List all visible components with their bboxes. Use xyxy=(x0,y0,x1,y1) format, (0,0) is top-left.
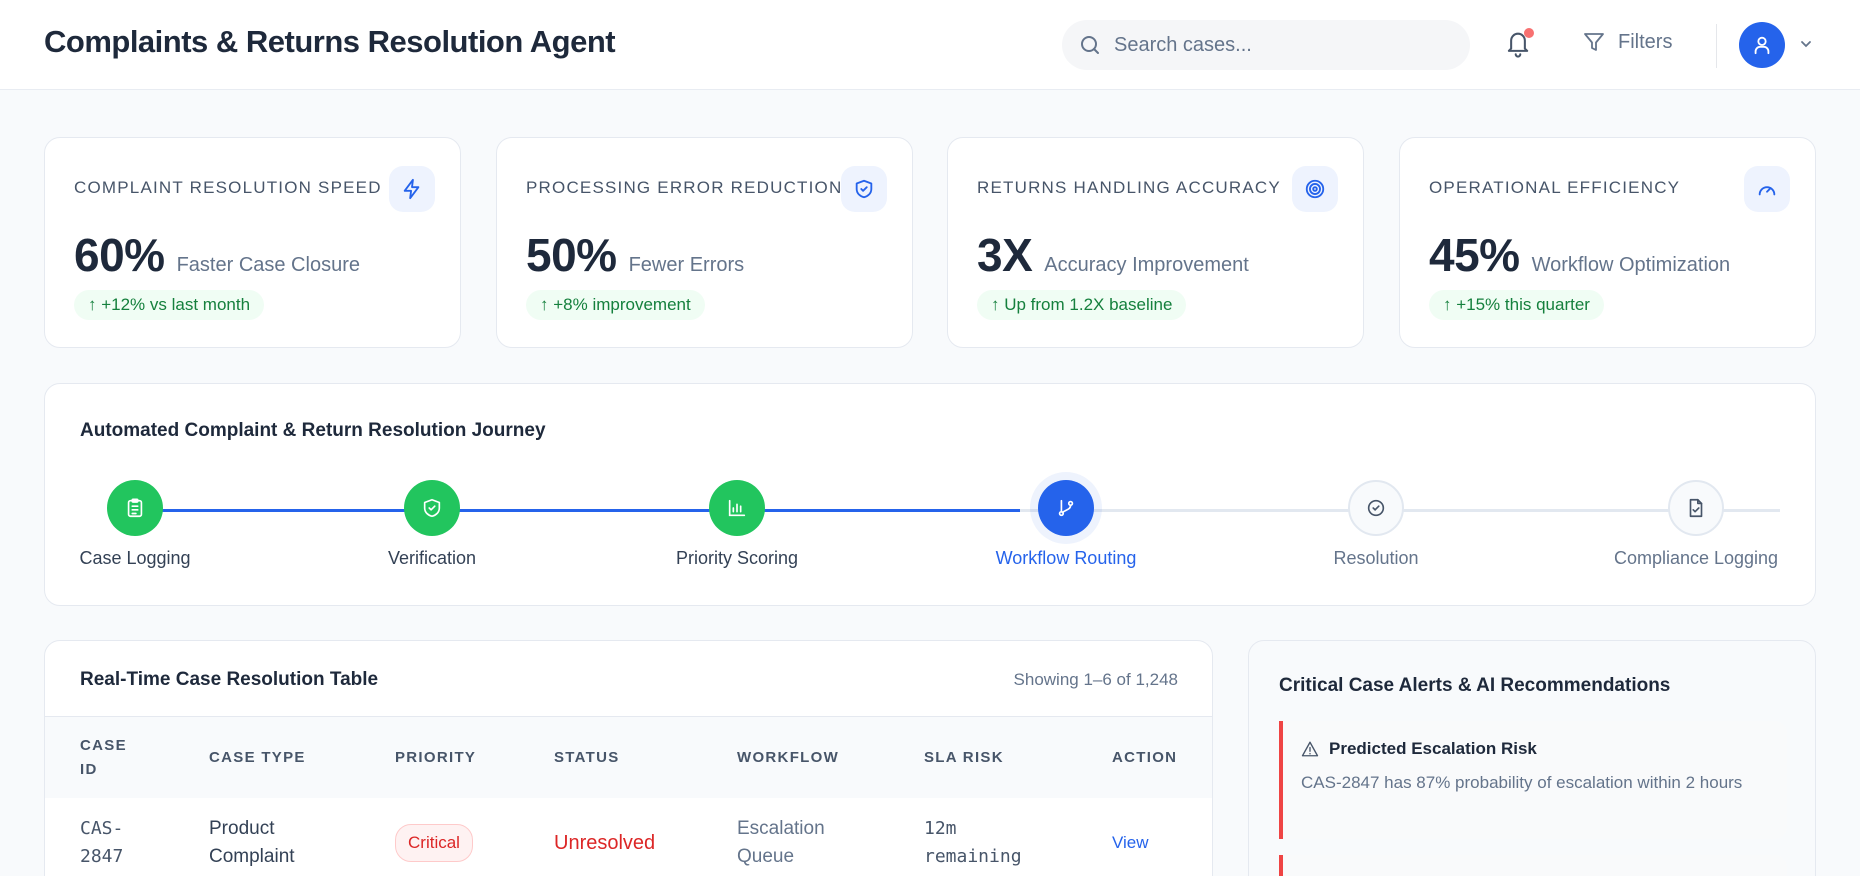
step-label: Case Logging xyxy=(79,548,191,568)
step-case-logging[interactable] xyxy=(107,480,163,536)
user-icon xyxy=(1754,36,1770,55)
cell-case-id: CAS-2847 xyxy=(80,818,124,867)
notification-dot xyxy=(1524,28,1534,38)
alert-body: CAS-2847 has 87% probability of escalati… xyxy=(1301,773,1743,792)
column-header-priority[interactable]: PRIORITY xyxy=(395,749,477,766)
step-compliance-logging[interactable] xyxy=(1668,480,1724,536)
step-workflow-routing[interactable] xyxy=(1038,480,1094,536)
step-label: Resolution xyxy=(1333,548,1419,568)
kpi-subtitle: Accuracy Improvement xyxy=(1044,254,1249,276)
kpi-label: Returns Handling Accuracy xyxy=(977,178,1281,197)
kpi-icon-container xyxy=(1744,166,1790,212)
cell-workflow: Escalation Queue xyxy=(737,818,825,867)
kpi-value: 45% xyxy=(1429,229,1520,281)
kpi-subtitle: Fewer Errors xyxy=(628,254,745,276)
kpi-icon-container xyxy=(389,166,435,212)
filters-button[interactable]: Filters xyxy=(1582,30,1672,54)
kpi-icon-container xyxy=(1292,166,1338,212)
view-case-link[interactable]: View xyxy=(1112,833,1149,852)
kpi-value: 3X xyxy=(977,229,1033,281)
shield-check-icon xyxy=(855,179,873,199)
target-icon xyxy=(1305,179,1325,199)
lightning-icon xyxy=(403,178,420,200)
chevron-down-icon[interactable] xyxy=(1798,36,1814,52)
cell-case-type: Product Complaint xyxy=(209,818,295,867)
column-header-action[interactable]: ACTION xyxy=(1112,749,1178,766)
step-priority-scoring[interactable] xyxy=(709,480,765,536)
kpi-label: Complaint Resolution Speed xyxy=(74,178,382,197)
kpi-value: 60% xyxy=(74,229,165,281)
kpi-trend-badge: ↑ +15% this quarter xyxy=(1429,290,1604,320)
bell-icon[interactable] xyxy=(1504,28,1532,60)
kpi-trend-badge: ↑ +12% vs last month xyxy=(74,290,265,320)
header-divider xyxy=(1716,24,1717,68)
check-circle-icon xyxy=(1367,499,1385,517)
priority-badge: Critical xyxy=(395,824,473,862)
alerts-title: Critical Case Alerts & AI Recommendation… xyxy=(1279,675,1671,696)
column-header-workflow[interactable]: WORKFLOW xyxy=(737,749,840,766)
step-label: Compliance Logging xyxy=(1613,548,1779,568)
warning-triangle-icon xyxy=(1301,741,1319,757)
search-box[interactable] xyxy=(1062,20,1470,70)
git-branch-icon xyxy=(1058,499,1074,517)
search-icon xyxy=(1081,36,1099,54)
alert-item[interactable] xyxy=(1279,855,1787,876)
alert-item[interactable]: Predicted Escalation Risk CAS-2847 has 8… xyxy=(1279,721,1787,839)
column-header-sla-risk[interactable]: SLA RISK xyxy=(924,749,1004,766)
step-verification[interactable] xyxy=(404,480,460,536)
table-header: CASE ID CASE TYPE PRIORITY STATUS WORKFL… xyxy=(45,716,1212,798)
cell-priority: Critical xyxy=(395,798,473,876)
kpi-label: Operational Efficiency xyxy=(1429,178,1681,197)
resolution-journey-panel: Automated Complaint & Return Resolution … xyxy=(44,383,1816,606)
kpi-subtitle: Faster Case Closure xyxy=(176,254,360,276)
alert-title: Predicted Escalation Risk xyxy=(1329,739,1537,758)
column-header-case-id[interactable]: CASE ID xyxy=(80,737,127,778)
bar-chart-icon xyxy=(728,499,746,517)
app-title: Complaints & Returns Resolution Agent xyxy=(44,24,616,59)
step-label: Priority Scoring xyxy=(675,548,799,568)
cell-sla-risk: 12m remaining xyxy=(924,818,1022,867)
case-resolution-table: Real-Time Case Resolution Table Showing … xyxy=(44,640,1213,876)
kpi-card-error-reduction: Processing Error Reduction 50% Fewer Err… xyxy=(496,137,913,348)
column-header-case-type[interactable]: CASE TYPE xyxy=(209,749,306,766)
critical-alerts-panel: Critical Case Alerts & AI Recommendation… xyxy=(1248,640,1816,876)
kpi-icon-container xyxy=(841,166,887,212)
table-row[interactable]: CAS-2847 Product Complaint Critical Unre… xyxy=(45,798,1212,876)
status-text: Unresolved xyxy=(554,832,656,854)
progress-track-complete xyxy=(135,509,1020,512)
search-input[interactable] xyxy=(1114,33,1444,57)
cell-status: Unresolved xyxy=(554,798,655,876)
kpi-card-resolution-speed: Complaint Resolution Speed 60% Faster Ca… xyxy=(44,137,461,348)
journey-title: Automated Complaint & Return Resolution … xyxy=(80,420,546,441)
kpi-trend-badge: ↑ +8% improvement xyxy=(526,290,705,320)
kpi-trend-badge: ↑ Up from 1.2X baseline xyxy=(977,290,1187,320)
shield-check-icon xyxy=(423,498,441,518)
filter-icon xyxy=(1584,33,1604,51)
filters-label: Filters xyxy=(1618,30,1673,53)
kpi-label: Processing Error Reduction xyxy=(526,178,843,197)
clipboard-list-icon xyxy=(127,498,143,518)
column-header-status[interactable]: STATUS xyxy=(554,749,620,766)
step-resolution[interactable] xyxy=(1348,480,1404,536)
gauge-icon xyxy=(1758,186,1776,196)
kpi-subtitle: Workflow Optimization xyxy=(1531,254,1731,276)
top-header: Complaints & Returns Resolution Agent Fi… xyxy=(0,0,1860,90)
user-avatar[interactable] xyxy=(1739,22,1785,68)
kpi-value: 50% xyxy=(526,229,617,281)
table-pagination-count: Showing 1–6 of 1,248 xyxy=(1013,670,1178,689)
cell-action: View xyxy=(1112,798,1149,876)
kpi-card-returns-accuracy: Returns Handling Accuracy 3X Accuracy Im… xyxy=(947,137,1364,348)
file-check-icon xyxy=(1689,498,1703,518)
kpi-card-operational-efficiency: Operational Efficiency 45% Workflow Opti… xyxy=(1399,137,1816,348)
step-label: Verification xyxy=(387,548,477,568)
table-title: Real-Time Case Resolution Table xyxy=(80,669,379,690)
step-label: Workflow Routing xyxy=(995,548,1137,568)
